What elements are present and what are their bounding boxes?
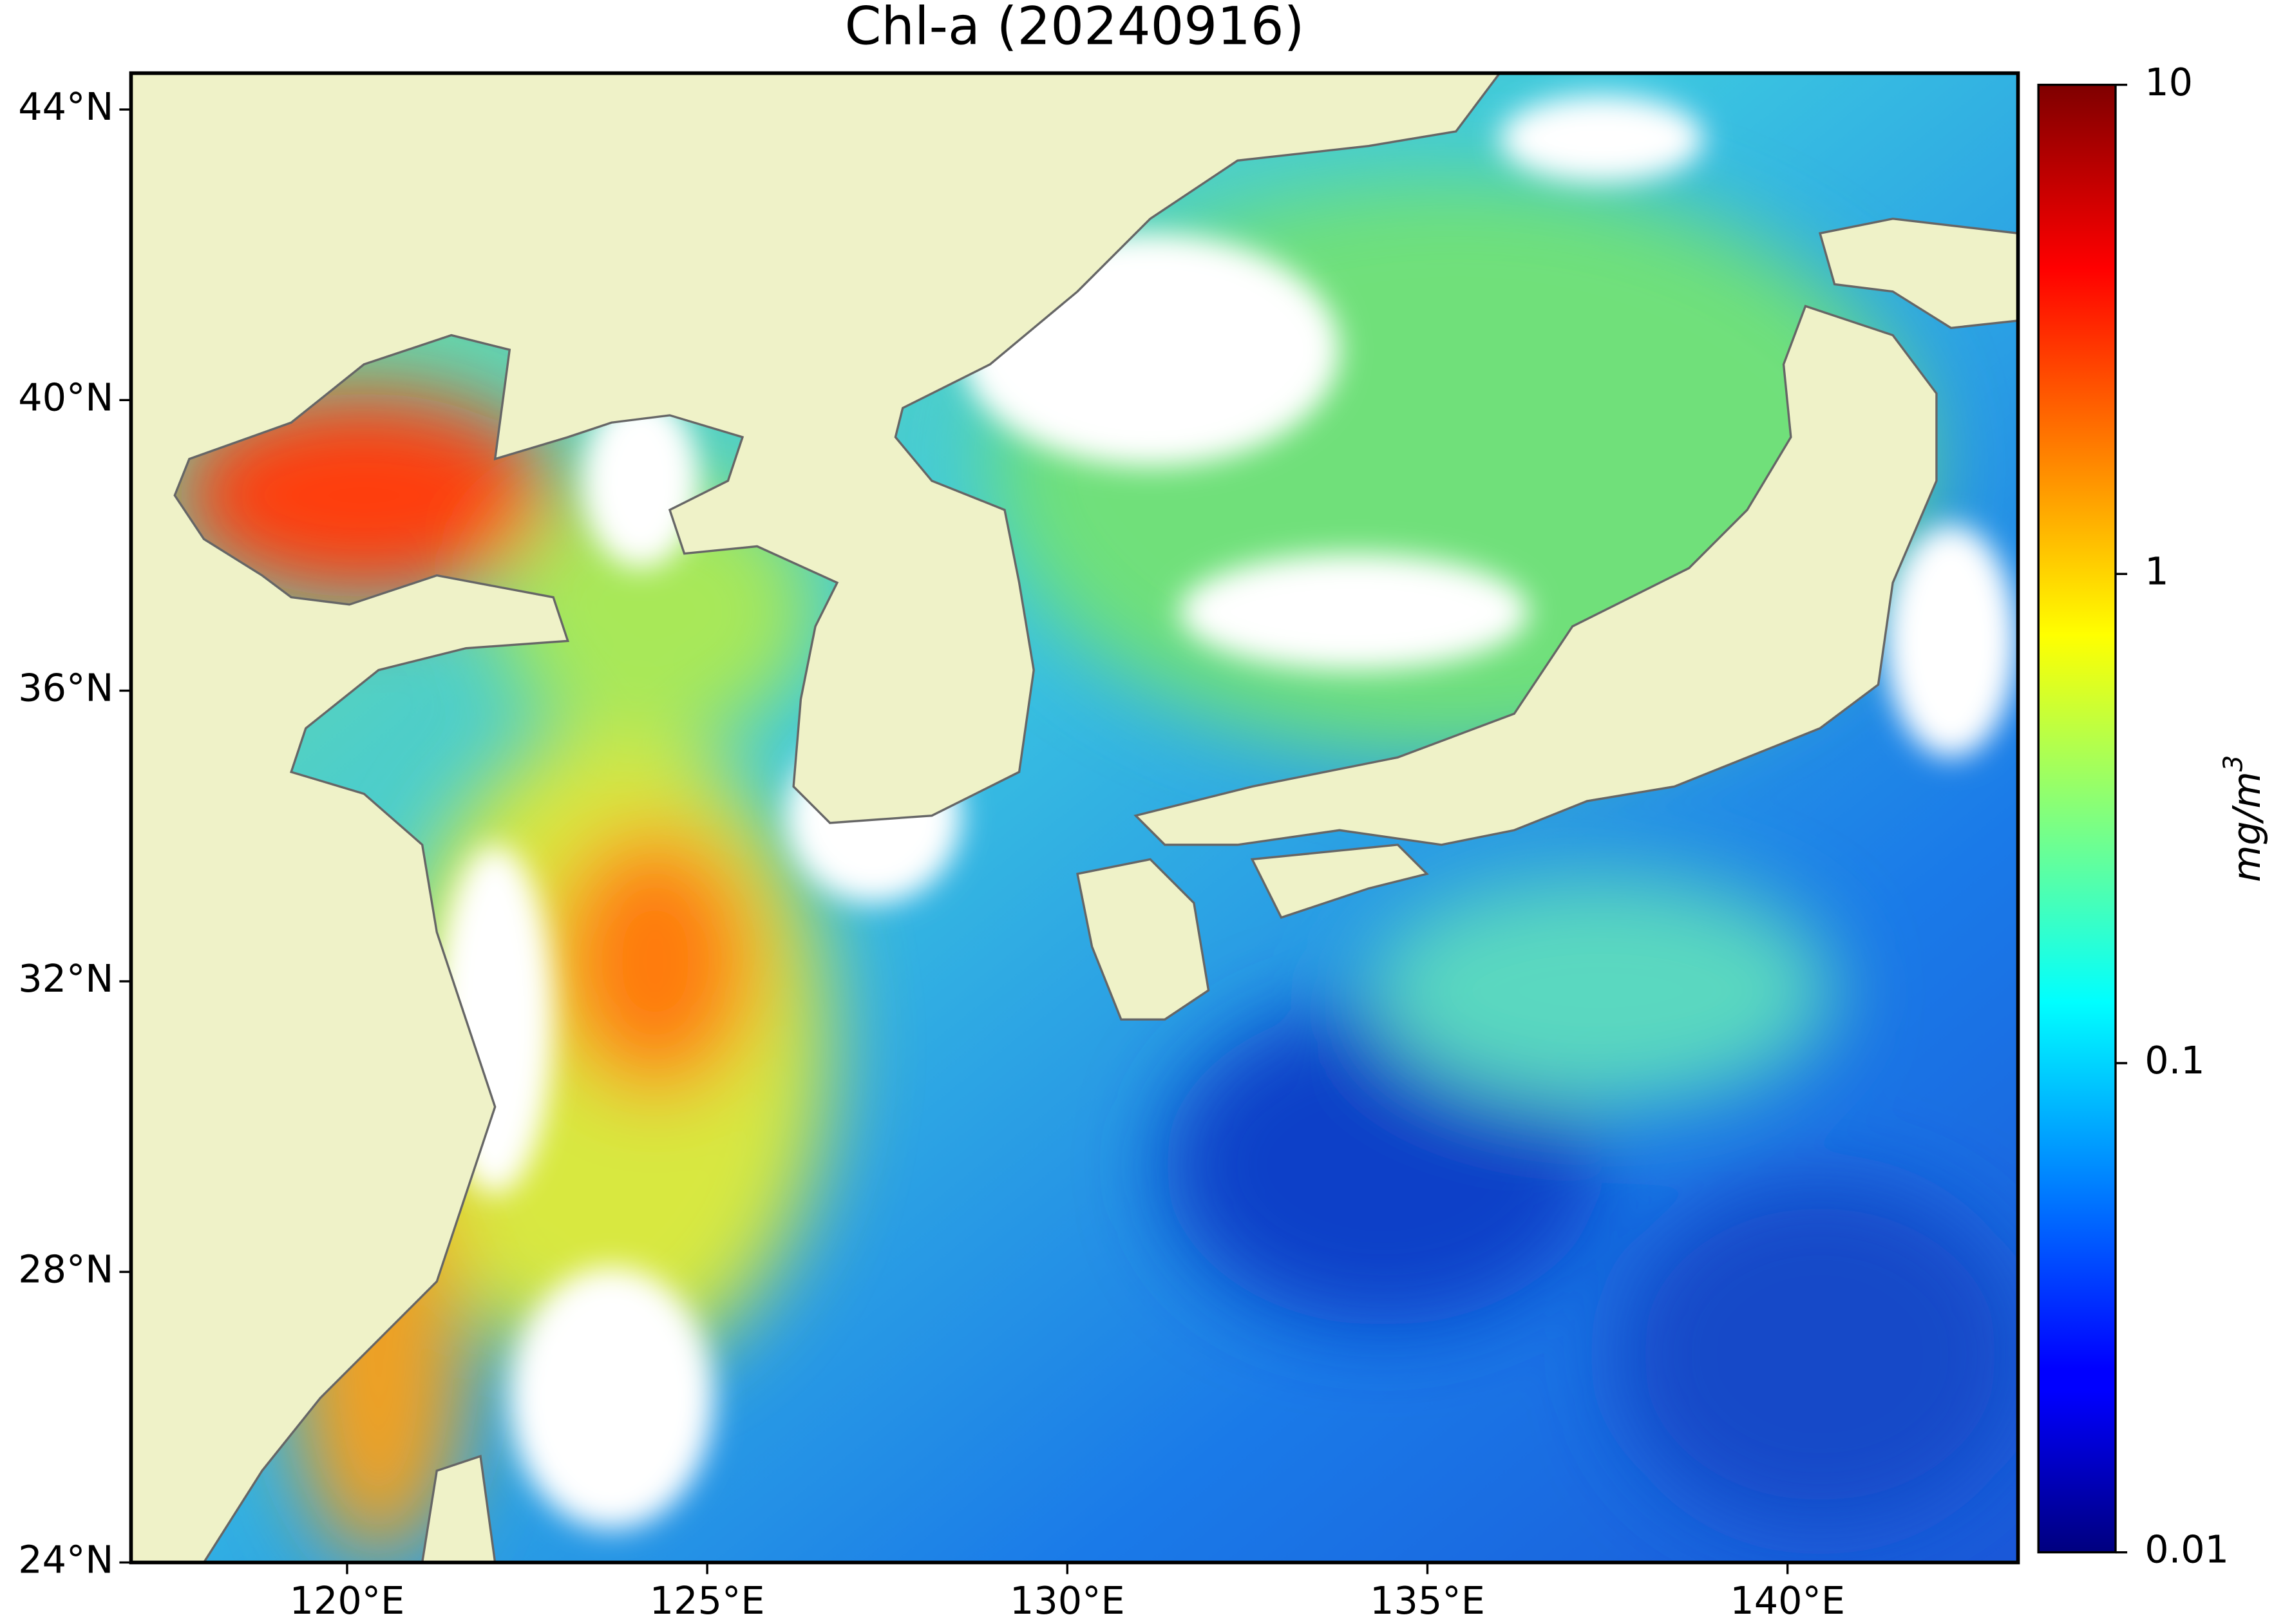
map-title: Chl-a (20240916) [845, 0, 1305, 57]
hokkaido [1818, 217, 2018, 330]
x-tick-label: 140°E [1730, 1578, 1845, 1623]
map-frame [129, 71, 2020, 1565]
colorbar-label: mg/m3 [2217, 755, 2269, 882]
colorbar [2037, 84, 2117, 1554]
y-tick-label: 24°N [18, 1538, 113, 1582]
x-tick-label: 120°E [290, 1578, 405, 1623]
x-tick-label: 125°E [650, 1578, 765, 1623]
x-tick-label: 135°E [1370, 1578, 1485, 1623]
kyushu [1076, 858, 1210, 1021]
taiwan [421, 1455, 497, 1563]
land [131, 73, 2018, 1563]
y-tick-label: 36°N [18, 666, 113, 710]
colorbar-tick-label: 0.1 [2145, 1038, 2204, 1082]
x-tick-label: 130°E [1010, 1578, 1125, 1623]
axes: 120°E 125°E 130°E 135°E 140°E 24°N 28°N 32°N 36°… [18, 60, 2229, 1623]
shikoku [1250, 844, 1429, 919]
y-tick-label: 40°N [18, 375, 113, 419]
colorbar-tick-label: 10 [2145, 60, 2193, 104]
y-tick-label: 44°N [18, 84, 113, 129]
honshu [1133, 305, 1938, 846]
y-tick-label: 28°N [18, 1247, 113, 1291]
colorbar-tick-label: 0.01 [2145, 1527, 2229, 1572]
map-area [131, 73, 2018, 1563]
colorbar-tick-label: 1 [2145, 549, 2168, 593]
y-tick-label: 32°N [18, 956, 113, 1001]
mainland-asia [131, 73, 1501, 1563]
colorbar-unit-exponent: 3 [2217, 755, 2248, 771]
colorbar-unit: mg/m [2224, 771, 2269, 882]
